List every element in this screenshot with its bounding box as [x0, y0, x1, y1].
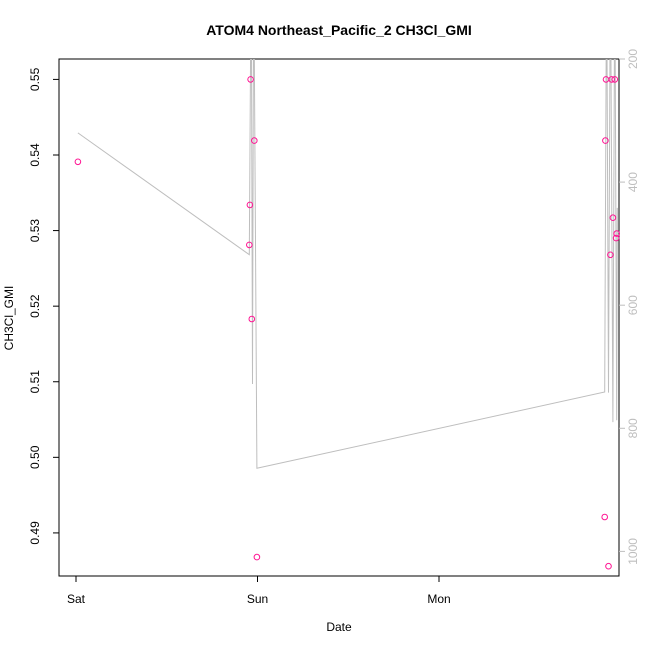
y-tick-label: 0.52 — [28, 294, 42, 318]
y-tick-label: 0.54 — [28, 143, 42, 167]
data-point — [607, 251, 614, 259]
y2-axis: 200 400 600 800 1000 — [619, 49, 640, 565]
y-tick-label: 0.51 — [28, 370, 42, 394]
x-axis: Sat Sun Mon — [67, 576, 451, 606]
x-tick-label: Mon — [427, 592, 450, 606]
data-point — [609, 214, 617, 221]
data-point — [248, 315, 256, 323]
y-tick-label: 0.53 — [28, 219, 42, 243]
plot-frame — [58, 58, 620, 577]
data-point — [246, 201, 254, 209]
data-point — [74, 158, 82, 166]
data-point — [251, 137, 258, 144]
data-point — [601, 513, 609, 521]
pressure-line — [77, 59, 618, 469]
chart-title: ATOM4 Northeast_Pacific_2 CH3Cl_GMI — [206, 22, 472, 38]
x-tick-label: Sun — [247, 592, 268, 606]
data-point — [247, 76, 254, 83]
x-tick-label: Sat — [67, 592, 86, 606]
y2-tick-label: 200 — [626, 49, 640, 69]
y-tick-label: 0.49 — [28, 521, 42, 545]
y2-tick-label: 600 — [626, 295, 640, 315]
data-point — [608, 76, 616, 83]
y2-tick-label: 400 — [626, 172, 640, 192]
data-point — [611, 76, 619, 83]
data-points-layer — [74, 76, 621, 570]
y-tick-label: 0.55 — [28, 67, 42, 91]
y2-tick-label: 800 — [626, 418, 640, 438]
y2-tick-label: 1000 — [626, 538, 640, 565]
y-axis-label: CH3Cl_GMI — [2, 286, 16, 351]
data-point — [612, 234, 620, 242]
y-axis: 0.49 0.50 0.51 0.52 0.53 0.54 0.55 — [28, 67, 59, 545]
data-point — [253, 553, 261, 561]
data-point — [246, 241, 253, 249]
x-axis-label: Date — [326, 620, 352, 634]
data-point — [602, 137, 609, 144]
pressure-line-layer — [77, 59, 618, 469]
y-tick-label: 0.50 — [28, 445, 42, 469]
data-point — [605, 562, 612, 570]
data-point — [613, 230, 621, 237]
